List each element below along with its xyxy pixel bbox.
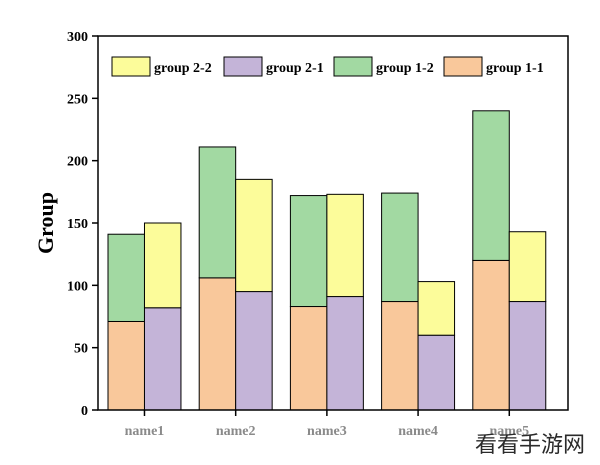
y-tick-label: 50 xyxy=(74,342,88,357)
y-tick-label: 250 xyxy=(67,92,88,107)
bar-group-1-1-name5 xyxy=(472,259,510,411)
bar-group-2-2-name2 xyxy=(235,178,273,293)
bar-group-1-1-name1 xyxy=(107,320,145,411)
bar-group-1-2-name2 xyxy=(198,146,237,279)
y-tick-label: 150 xyxy=(67,217,88,232)
bars-layer xyxy=(107,110,547,411)
legend-swatch-group-2-1 xyxy=(223,56,263,77)
bar-group-2-1-name4 xyxy=(417,334,456,411)
y-tick-label: 100 xyxy=(67,279,88,294)
y-tick-label: 300 xyxy=(67,30,88,45)
bar-group-1-1-name4 xyxy=(381,301,419,411)
legend-swatch-group-1-2 xyxy=(333,56,373,77)
y-tick-label: 200 xyxy=(67,155,88,170)
bar-group-1-2-name4 xyxy=(381,192,419,303)
y-axis-label: Group xyxy=(33,192,58,254)
x-axis: name1 name2 name3 name4 name5 xyxy=(125,410,529,439)
bar-group-2-1-name5 xyxy=(508,301,547,411)
legend-swatch-group-1-1 xyxy=(443,56,483,77)
legend-label-group-2-1: group 2-1 xyxy=(266,61,324,76)
bar-group-1-1-name2 xyxy=(198,277,237,411)
bar-group-1-2-name3 xyxy=(289,195,328,308)
x-tick-label: name4 xyxy=(398,424,438,439)
legend-label-group-1-2: group 1-2 xyxy=(376,61,434,76)
x-tick-label: name1 xyxy=(125,424,165,439)
bar-group-1-2-name1 xyxy=(107,233,145,322)
legend-swatch-group-2-2 xyxy=(111,56,151,77)
bar-group-2-2-name4 xyxy=(417,281,456,336)
y-tick-label: 0 xyxy=(81,404,88,419)
legend-label-group-1-1: group 1-1 xyxy=(486,61,544,76)
legend: group 2-2 group 2-1 group 1-2 group 1-1 xyxy=(111,56,544,77)
bar-group-1-1-name3 xyxy=(289,306,328,411)
x-tick-label: name2 xyxy=(216,424,256,439)
bar-group-2-1-name3 xyxy=(326,296,364,411)
x-tick-label: name5 xyxy=(489,424,529,439)
x-tick-label: name3 xyxy=(307,424,347,439)
y-axis: 0 50 100 150 200 250 300 xyxy=(67,30,98,419)
legend-label-group-2-2: group 2-2 xyxy=(154,61,212,76)
bar-group-2-1-name2 xyxy=(235,291,273,411)
bar-group-2-2-name5 xyxy=(508,231,547,303)
bar-group-2-1-name1 xyxy=(143,307,182,411)
bar-group-1-2-name5 xyxy=(472,110,510,261)
bar-group-2-2-name3 xyxy=(326,193,364,298)
watermark-text: 看看手游网 xyxy=(475,433,585,458)
bar-group-2-2-name1 xyxy=(143,222,182,309)
